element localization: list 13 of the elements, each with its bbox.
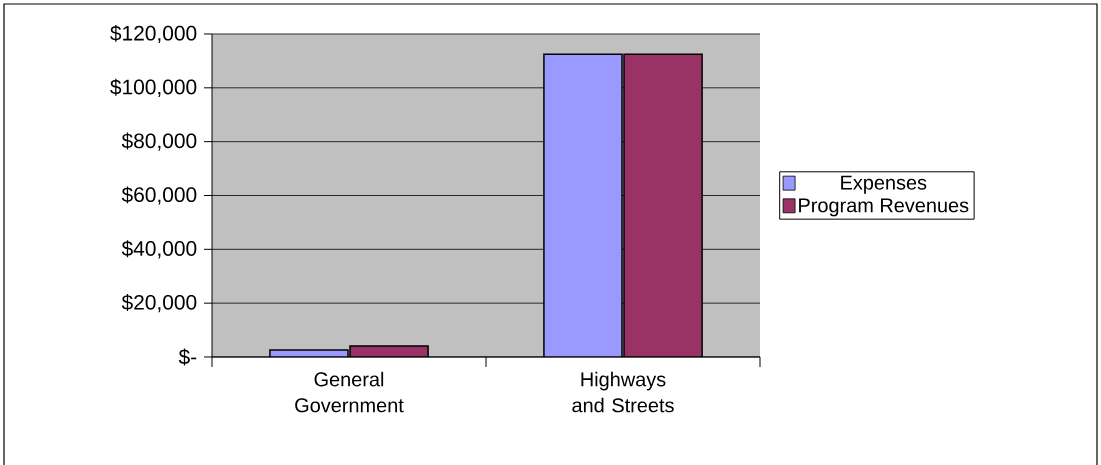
y-tick-label: $40,000 — [121, 240, 197, 259]
y-tick-label: $80,000 — [121, 132, 197, 151]
y-tick-label: $60,000 — [121, 186, 197, 205]
legend-label: Program Revenues — [799, 198, 969, 217]
y-tick-label: $120,000 — [110, 24, 197, 44]
x-tick-label: General Government — [295, 371, 404, 413]
y-tick-label: $100,000 — [110, 78, 197, 97]
y-tick-label: $20,000 — [121, 294, 197, 313]
y-tick-label: $- — [178, 348, 197, 366]
legend-label: Expenses — [841, 175, 927, 194]
x-tick-label: Highways and Streets — [572, 371, 674, 413]
bar — [623, 53, 703, 357]
bar — [543, 53, 623, 357]
